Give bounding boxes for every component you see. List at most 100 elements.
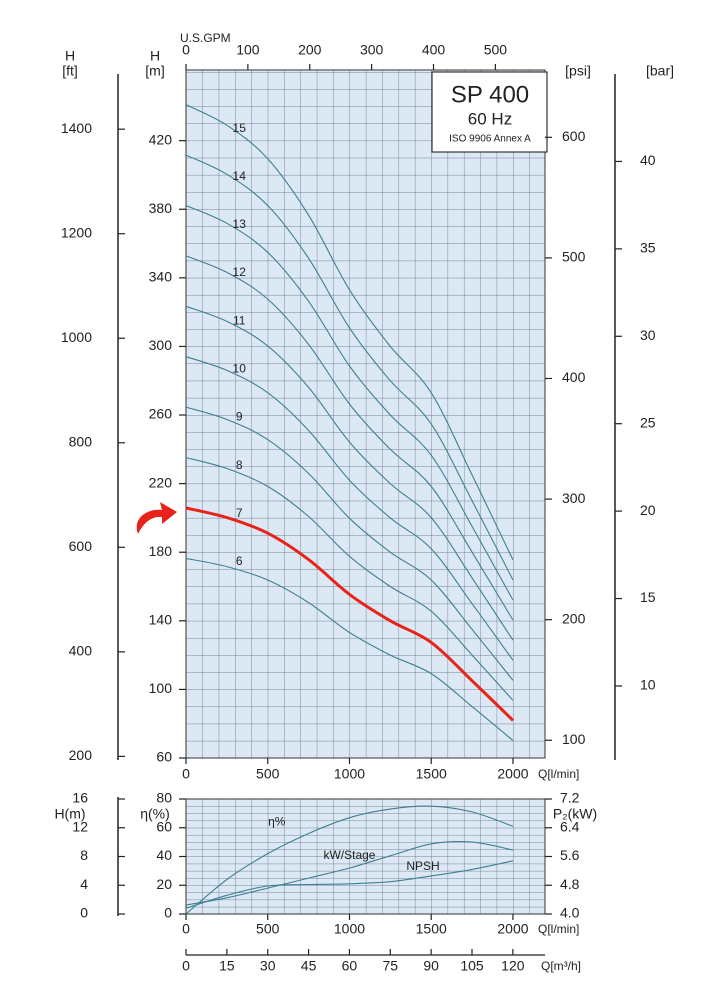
x-tick-label: 45 xyxy=(301,958,317,974)
ft-axis-label: H xyxy=(65,48,75,64)
y-tick-label: 600 xyxy=(562,128,586,144)
y-tick-label: 340 xyxy=(149,269,173,285)
y-axis-label: η(%) xyxy=(140,806,170,822)
x-tick-label: 1500 xyxy=(416,921,447,937)
stage-label: 10 xyxy=(233,362,247,376)
x2-axis-label: Q[m³/h] xyxy=(541,959,581,973)
y-tick-label: 30 xyxy=(640,327,656,343)
standard-note: ISO 9906 Annex A xyxy=(449,134,531,145)
y-tick-label: 400 xyxy=(562,369,586,385)
y-tick-label: 140 xyxy=(149,612,173,628)
curve-label: NPSH xyxy=(406,859,439,873)
curve xyxy=(185,154,514,581)
grid xyxy=(185,69,546,759)
y-tick-label: 600 xyxy=(69,538,93,554)
x-tick-label: 500 xyxy=(256,921,280,937)
y-tick-label: 35 xyxy=(640,240,656,256)
y-tick-label: 500 xyxy=(562,249,586,265)
x-tick-label: 500 xyxy=(256,766,280,782)
curve xyxy=(185,204,514,601)
highlight-arrow xyxy=(136,502,177,534)
x-tick-label: 90 xyxy=(423,958,439,974)
x-tick-label: 15 xyxy=(219,958,235,974)
y-tick-label: 12 xyxy=(72,818,88,834)
x-tick-label: 1000 xyxy=(334,921,365,937)
curve xyxy=(185,406,514,681)
x-tick-label: 60 xyxy=(342,958,358,974)
y-tick-label: 420 xyxy=(149,131,173,147)
curve-label: kW/Stage xyxy=(323,848,375,862)
stage-label: 14 xyxy=(233,169,247,183)
box-frame xyxy=(431,71,548,153)
y-tick-label: 8 xyxy=(80,847,88,863)
curve xyxy=(185,457,514,701)
y-tick-label: 0 xyxy=(164,905,172,921)
y-tick-label: 4.0 xyxy=(560,905,580,921)
y-tick-label: 200 xyxy=(562,610,586,626)
y-tick-label: 20 xyxy=(156,876,172,892)
stage-label: 12 xyxy=(233,265,247,279)
y-tick-label: 1200 xyxy=(61,224,92,240)
curve xyxy=(185,506,515,722)
y-tick-label: 100 xyxy=(562,731,586,747)
legend-box: SP 400 60 Hz ISO 9906 Annex A xyxy=(431,71,548,153)
curve-label: η% xyxy=(268,815,286,829)
y-tick-label: 20 xyxy=(640,502,656,518)
y-tick-label: 5.6 xyxy=(560,847,580,863)
x-tick-label: 2000 xyxy=(497,921,528,937)
y-tick-label: 4 xyxy=(80,876,88,892)
y-tick-label: 60 xyxy=(156,749,172,765)
y-tick-label: 180 xyxy=(149,543,173,559)
x-tick-label: 30 xyxy=(260,958,276,974)
y-tick-label: 300 xyxy=(149,337,173,353)
frequency: 60 Hz xyxy=(468,109,512,128)
curve xyxy=(185,841,514,906)
stage-label: 15 xyxy=(233,121,247,135)
curve xyxy=(185,104,514,561)
x-tick-label: 100 xyxy=(236,42,260,58)
y-tick-label: 0 xyxy=(80,905,88,921)
x-tick-label: 300 xyxy=(360,42,384,58)
x-tick-label: 1000 xyxy=(334,766,365,782)
x-tick-label: 0 xyxy=(182,958,190,974)
x-tick-label: 1500 xyxy=(416,766,447,782)
y-axis-label: [m] xyxy=(145,63,164,79)
y-tick-label: 7.2 xyxy=(560,790,580,806)
y-tick-label: 15 xyxy=(640,589,656,605)
y-tick-label: 10 xyxy=(640,677,656,693)
y-tick-label: 25 xyxy=(640,414,656,430)
model-title: SP 400 xyxy=(451,81,529,108)
x-tick-label: 0 xyxy=(182,921,190,937)
stage-label: 8 xyxy=(236,458,243,472)
stage-label: 13 xyxy=(233,217,247,231)
y-tick-label: 6.4 xyxy=(560,818,580,834)
y-tick-label: 40 xyxy=(640,152,656,168)
psi-axis-label: [psi] xyxy=(565,63,591,79)
y-tick-label: 4.8 xyxy=(560,876,580,892)
x-tick-label: 120 xyxy=(501,958,525,974)
y-tick-label: 80 xyxy=(156,790,172,806)
curve xyxy=(185,860,514,909)
x-tick-label: 75 xyxy=(382,958,398,974)
ft-axis-label: [ft] xyxy=(62,63,78,79)
curve xyxy=(185,805,514,915)
y-tick-label: 220 xyxy=(149,474,173,490)
curve xyxy=(185,305,514,641)
y-tick-label: 40 xyxy=(156,847,172,863)
x-tick-label: 105 xyxy=(460,958,484,974)
stage-label: 6 xyxy=(236,554,243,568)
y-tick-label: 800 xyxy=(69,433,93,449)
x-tick-label: 0 xyxy=(182,766,190,782)
y-tick-label: 200 xyxy=(69,747,93,763)
stage-label: 7 xyxy=(236,506,243,520)
y-tick-label: 1000 xyxy=(61,329,92,345)
top-axis-label: U.S.GPM xyxy=(180,31,231,45)
x-tick-label: 0 xyxy=(182,42,190,58)
x-tick-label: 400 xyxy=(422,42,446,58)
h-axis-label: H(m) xyxy=(54,806,85,822)
stage-label: 11 xyxy=(233,313,246,327)
y-tick-label: 300 xyxy=(562,490,586,506)
bar-axis-label: [bar] xyxy=(646,63,674,79)
